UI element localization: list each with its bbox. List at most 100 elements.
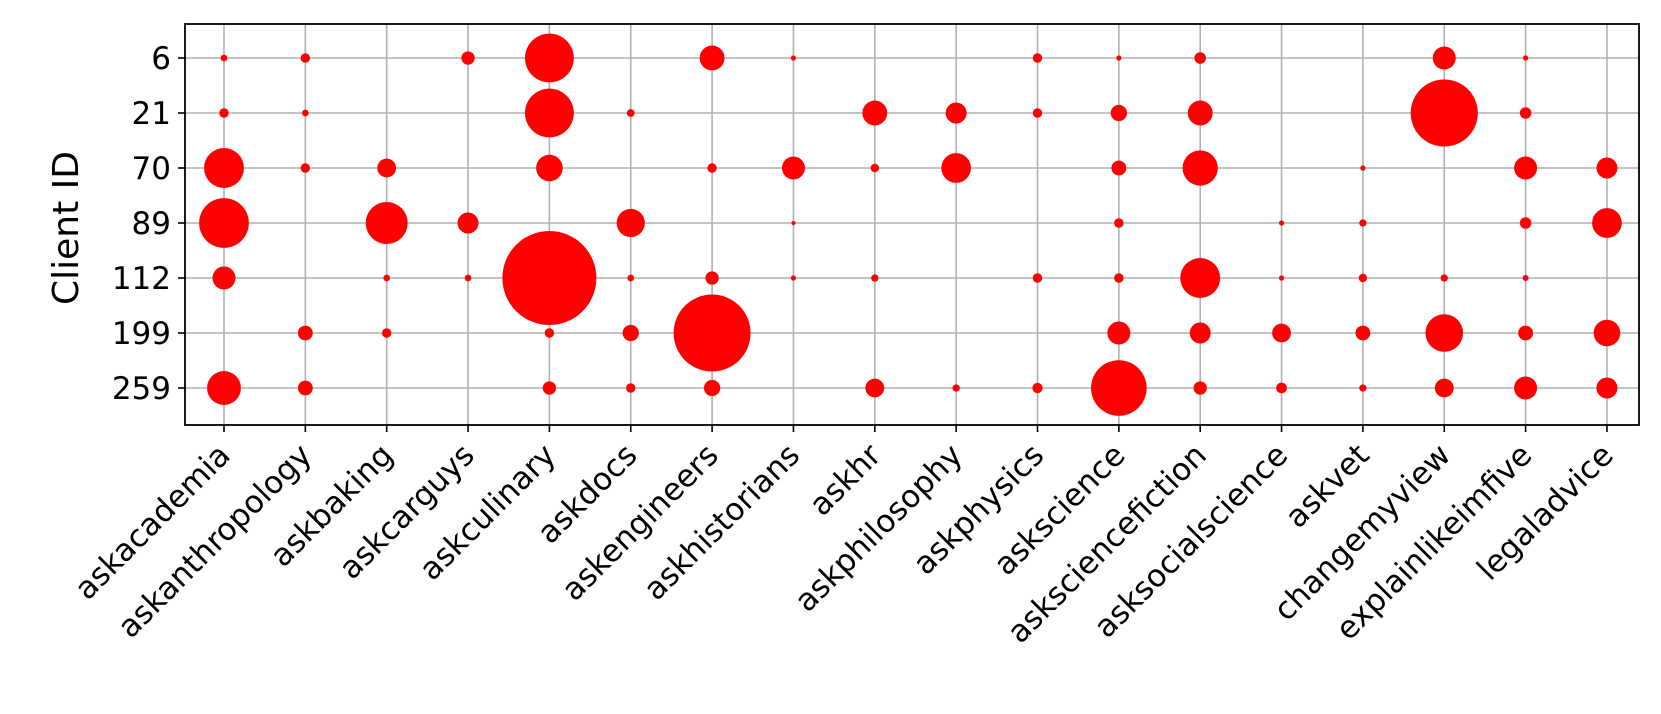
bubble-point (622, 324, 639, 342)
bubble-point (1523, 55, 1529, 61)
y-tick-label: 6 (151, 41, 171, 77)
bubble-point (1032, 108, 1043, 118)
bubble-point (1596, 377, 1618, 399)
bubble-point (1032, 53, 1043, 63)
bubble-point (524, 33, 574, 83)
y-tick-label: 259 (112, 371, 171, 407)
bubble-point (1187, 100, 1213, 126)
bubble-point (377, 158, 397, 178)
bubble-point (707, 163, 717, 173)
y-tick-label: 199 (112, 316, 171, 352)
bubble-point (502, 231, 597, 325)
bubble-point (365, 201, 408, 245)
bubble-point (790, 275, 797, 281)
bubble-point (204, 148, 244, 188)
bubble-point (1189, 322, 1211, 344)
bubbles (199, 33, 1622, 416)
bubble-point (1432, 46, 1456, 70)
bubble-point (212, 266, 236, 290)
bubble-point (1180, 258, 1221, 298)
bubble-point (1593, 319, 1621, 347)
bubble-point (941, 153, 972, 183)
bubble-point (1182, 150, 1218, 186)
bubble-point (1440, 274, 1448, 282)
bubble-point (297, 380, 313, 396)
bubble-point (544, 328, 555, 338)
bubble-point (1032, 382, 1043, 394)
bubble-point (536, 154, 563, 182)
bubble-point (1272, 323, 1291, 343)
bubble-point (871, 274, 879, 282)
bubble-point (1278, 220, 1285, 226)
bubble-point (1110, 104, 1127, 122)
bubble-point (945, 102, 967, 124)
bubble-point (1522, 275, 1529, 281)
bubble-point (1107, 321, 1131, 345)
y-tick-label: 70 (132, 151, 171, 187)
bubble-point (1410, 79, 1478, 147)
bubble-point (952, 384, 960, 392)
y-tick-label: 112 (112, 261, 171, 297)
plot-frame (184, 23, 1640, 426)
bubble-point (464, 274, 472, 282)
y-tick-label: 21 (132, 96, 171, 132)
bubble-point (1114, 273, 1124, 283)
bubble-point (382, 328, 392, 338)
bubble-point (1359, 219, 1367, 227)
bubble-point (790, 55, 797, 61)
bubble-point (870, 163, 879, 173)
bubble-point (1116, 55, 1122, 61)
bubble-point (1355, 325, 1371, 341)
bubble-point (1514, 156, 1538, 180)
bubble-point (862, 100, 888, 126)
bubble-point (1519, 217, 1532, 229)
bubble-point (781, 156, 805, 180)
bubble-point (1091, 360, 1147, 416)
bubble-point (1592, 208, 1622, 238)
y-axis-label: Client ID (46, 151, 87, 305)
bubble-point (383, 274, 391, 282)
bubble-point (524, 88, 574, 138)
bubble-point (673, 294, 751, 372)
bubble-point (791, 220, 796, 226)
bubble-point (616, 208, 645, 238)
bubble-point (627, 274, 635, 282)
ticks (178, 57, 1608, 432)
bubble-point (1114, 218, 1124, 228)
bubble-point (703, 379, 721, 397)
bubble-point (207, 371, 241, 405)
bubble-point (626, 383, 636, 393)
bubble-point (457, 212, 479, 234)
bubble-point (199, 198, 249, 248)
bubble-point (705, 271, 719, 285)
bubble-point (1360, 165, 1366, 171)
y-tick-labels: 6 21 70 89 112 199 259 (112, 41, 171, 407)
bubble-point (297, 325, 313, 341)
bubble-point (1519, 107, 1532, 119)
bubble-point (1518, 325, 1534, 341)
bubble-point (219, 108, 229, 118)
bubble-point (461, 51, 475, 65)
bubble-point (1596, 157, 1618, 179)
bubble-point (1111, 160, 1127, 176)
bubble-point (1278, 275, 1285, 281)
bubble-point (865, 378, 885, 398)
y-tick-label: 89 (132, 206, 171, 242)
bubble-point (1194, 52, 1206, 64)
bubble-point (1276, 382, 1287, 394)
bubble-point (1032, 273, 1043, 283)
bubble-point (1434, 378, 1454, 398)
bubble-point (626, 109, 635, 117)
bubble-point (1359, 384, 1367, 392)
bubble-point (542, 381, 557, 395)
bubble-point (1193, 381, 1207, 395)
bubble-point (1358, 273, 1368, 283)
bubble-point (1514, 376, 1538, 400)
x-tick-labels: askacademiaaskanthropologyaskbakingaskca… (68, 437, 1621, 651)
bubble-point (300, 53, 311, 63)
bubble-point (1425, 314, 1464, 352)
bubble-point (300, 163, 311, 173)
bubble-point (699, 45, 725, 71)
bubble-point (220, 54, 228, 62)
